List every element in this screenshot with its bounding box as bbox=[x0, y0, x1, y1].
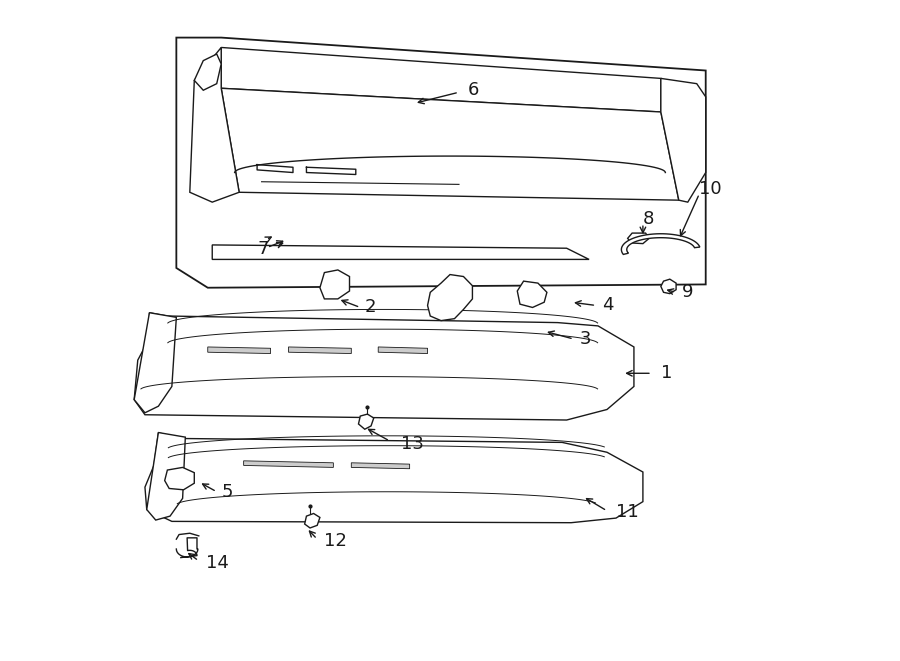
Polygon shape bbox=[320, 270, 349, 299]
Text: 5: 5 bbox=[221, 483, 233, 501]
Polygon shape bbox=[289, 347, 351, 354]
Polygon shape bbox=[145, 432, 643, 523]
Text: 14: 14 bbox=[206, 554, 229, 572]
Polygon shape bbox=[221, 89, 679, 200]
Polygon shape bbox=[661, 279, 676, 293]
Polygon shape bbox=[134, 313, 634, 420]
Polygon shape bbox=[212, 245, 590, 259]
Polygon shape bbox=[194, 54, 221, 91]
Polygon shape bbox=[134, 313, 176, 412]
Text: 8: 8 bbox=[643, 210, 654, 227]
Text: 13: 13 bbox=[400, 436, 424, 453]
Polygon shape bbox=[518, 281, 547, 307]
Polygon shape bbox=[627, 233, 649, 244]
Polygon shape bbox=[428, 274, 473, 321]
Text: 12: 12 bbox=[324, 532, 347, 550]
Polygon shape bbox=[176, 38, 706, 288]
Text: 6: 6 bbox=[468, 81, 480, 99]
Text: 4: 4 bbox=[602, 297, 614, 315]
Polygon shape bbox=[147, 432, 185, 520]
Text: 7: 7 bbox=[257, 240, 268, 258]
Text: 9: 9 bbox=[681, 284, 693, 301]
Polygon shape bbox=[661, 79, 706, 202]
Polygon shape bbox=[190, 48, 239, 202]
Polygon shape bbox=[358, 414, 374, 429]
Text: 1: 1 bbox=[661, 364, 672, 382]
Text: 10: 10 bbox=[699, 180, 722, 198]
Polygon shape bbox=[304, 514, 320, 528]
Text: 2: 2 bbox=[364, 299, 376, 317]
Text: 3: 3 bbox=[580, 330, 591, 348]
Polygon shape bbox=[221, 48, 661, 112]
Polygon shape bbox=[378, 347, 428, 354]
Polygon shape bbox=[165, 467, 194, 490]
Polygon shape bbox=[621, 234, 700, 254]
Polygon shape bbox=[208, 347, 271, 354]
Text: 11: 11 bbox=[616, 503, 639, 521]
Polygon shape bbox=[244, 461, 333, 467]
Polygon shape bbox=[351, 463, 410, 469]
